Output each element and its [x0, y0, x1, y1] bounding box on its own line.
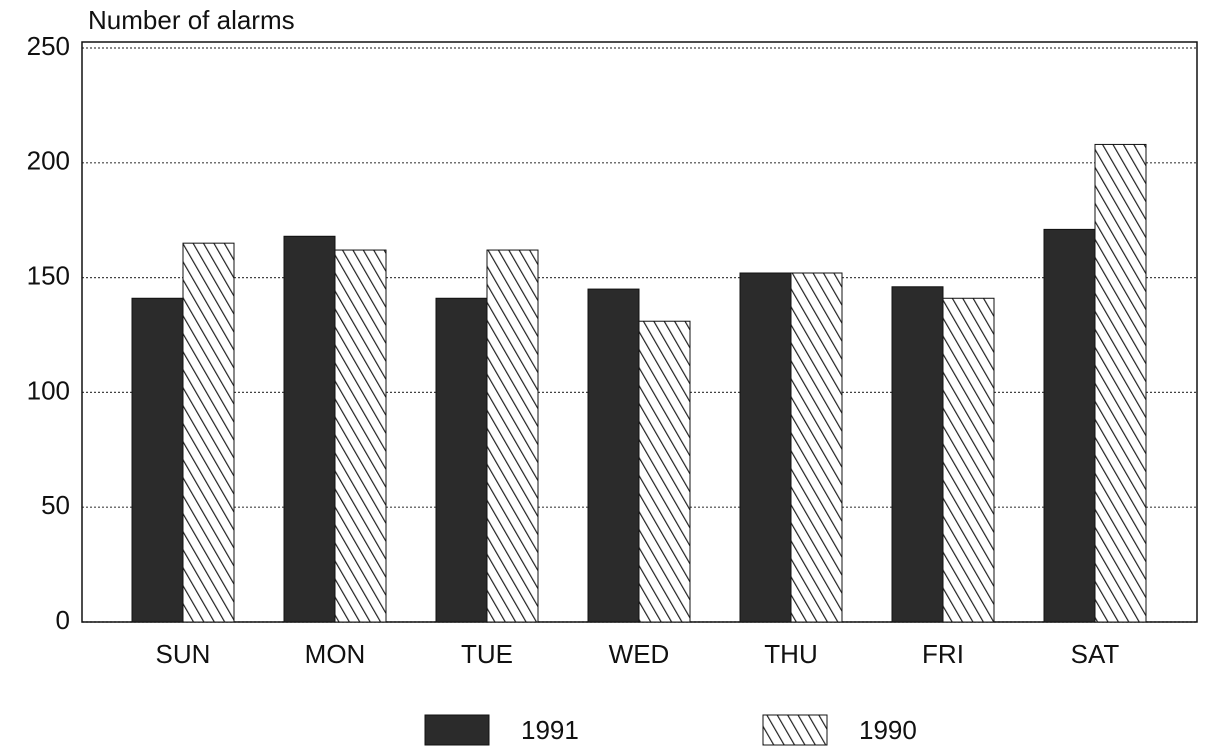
- bar: [891, 286, 944, 623]
- y-tick-label: 150: [27, 260, 70, 290]
- x-tick-label: THU: [764, 639, 817, 669]
- x-tick-label: MON: [305, 639, 366, 669]
- x-tick-label: SAT: [1071, 639, 1120, 669]
- bar: [182, 242, 235, 623]
- y-tick-label: 200: [27, 146, 70, 176]
- y-tick-label: 50: [41, 490, 70, 520]
- bar: [790, 272, 843, 623]
- legend-swatch: [762, 714, 828, 746]
- bar: [334, 249, 387, 623]
- x-tick-label: FRI: [922, 639, 964, 669]
- bar: [435, 297, 488, 623]
- legend-swatch: [424, 714, 490, 746]
- y-tick-label: 250: [27, 31, 70, 61]
- x-tick-label: TUE: [461, 639, 513, 669]
- bar: [739, 272, 792, 623]
- bar: [131, 297, 184, 623]
- bar: [587, 288, 640, 623]
- x-tick-label: SUN: [156, 639, 211, 669]
- y-tick-label: 0: [56, 605, 70, 635]
- x-tick-label: WED: [609, 639, 670, 669]
- bar: [283, 235, 336, 623]
- bar: [942, 297, 995, 623]
- legend-label: 1990: [859, 715, 917, 745]
- bar: [486, 249, 539, 623]
- bar: [1094, 143, 1147, 623]
- legend-label: 1991: [521, 715, 579, 745]
- y-tick-label: 100: [27, 375, 70, 405]
- bar: [638, 320, 691, 623]
- y-axis-title: Number of alarms: [88, 5, 295, 35]
- bar: [1043, 228, 1096, 623]
